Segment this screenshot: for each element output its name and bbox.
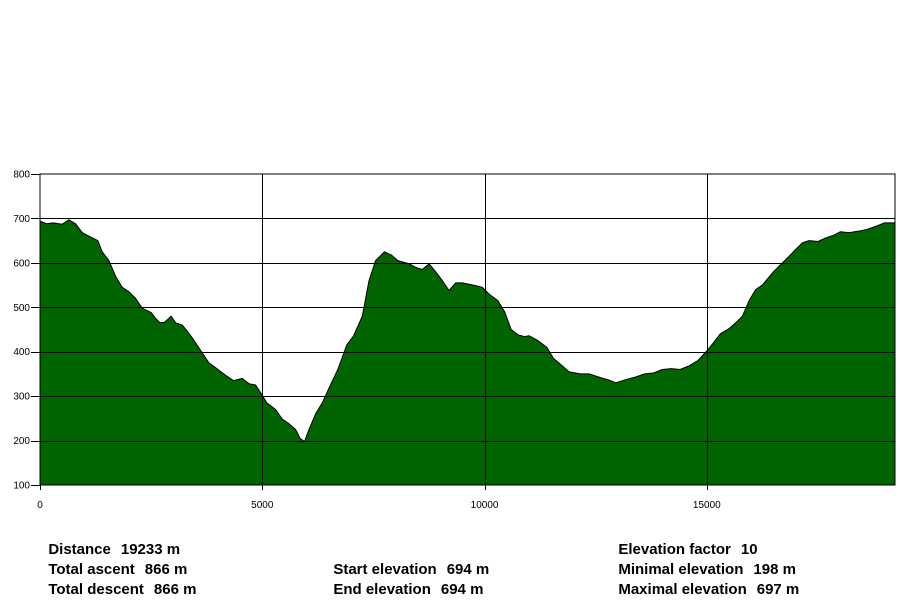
total-ascent-stat: Total ascent 866 m	[40, 540, 187, 580]
start-elevation-value: 694 m	[446, 561, 490, 578]
plot-frame	[39, 173, 896, 486]
x-tick-label: 0	[37, 500, 43, 511]
minimal-elevation-value: 198 m	[753, 561, 796, 578]
elevation-factor-value: 10	[740, 541, 758, 558]
end-elevation-stat: End elevation 694 m	[325, 560, 483, 600]
distance-label: Distance	[48, 541, 111, 558]
total-descent-value: 866 m	[153, 581, 197, 598]
start-elevation-label: Start elevation	[333, 561, 437, 578]
maximal-elevation-value: 697 m	[756, 581, 800, 598]
end-elevation-label: End elevation	[333, 581, 431, 598]
end-elevation-value: 694 m	[440, 581, 484, 598]
y-tick-label: 500	[13, 303, 30, 314]
total-descent-stat: Total descent 866 m	[40, 560, 196, 600]
total-ascent-value: 866 m	[144, 561, 188, 578]
distance-value: 19233 m	[120, 541, 181, 558]
total-ascent-label: Total ascent	[48, 561, 135, 578]
elevation-factor-stat: Elevation factor 10	[610, 520, 758, 560]
x-tick-label: 15000	[693, 500, 721, 511]
start-elevation-stat: Start elevation 694 m	[325, 540, 489, 580]
y-tick-label: 700	[13, 214, 30, 225]
y-tick-labels: 100 200 300 400 500 600 700 800	[13, 170, 40, 492]
grid-layer	[40, 174, 895, 485]
x-tick-label: 10000	[471, 500, 499, 511]
total-descent-label: Total descent	[48, 581, 144, 598]
elevation-factor-label: Elevation factor	[618, 541, 731, 558]
minimal-elevation-stat: Minimal elevation 198 m	[610, 540, 796, 580]
y-tick-label: 300	[13, 392, 30, 403]
minimal-elevation-label: Minimal elevation	[618, 561, 744, 578]
x-tick-labels: 0 5000 10000 15000	[37, 485, 721, 511]
y-tick-label: 400	[13, 347, 30, 358]
y-tick-label: 200	[13, 436, 30, 447]
maximal-elevation-label: Maximal elevation	[618, 581, 747, 598]
distance-stat: Distance 19233 m	[40, 520, 180, 560]
maximal-elevation-stat: Maximal elevation 697 m	[610, 560, 799, 600]
y-tick-label: 800	[13, 170, 30, 181]
x-tick-label: 5000	[251, 500, 274, 511]
y-tick-label: 100	[13, 481, 30, 492]
y-tick-label: 600	[13, 258, 30, 269]
